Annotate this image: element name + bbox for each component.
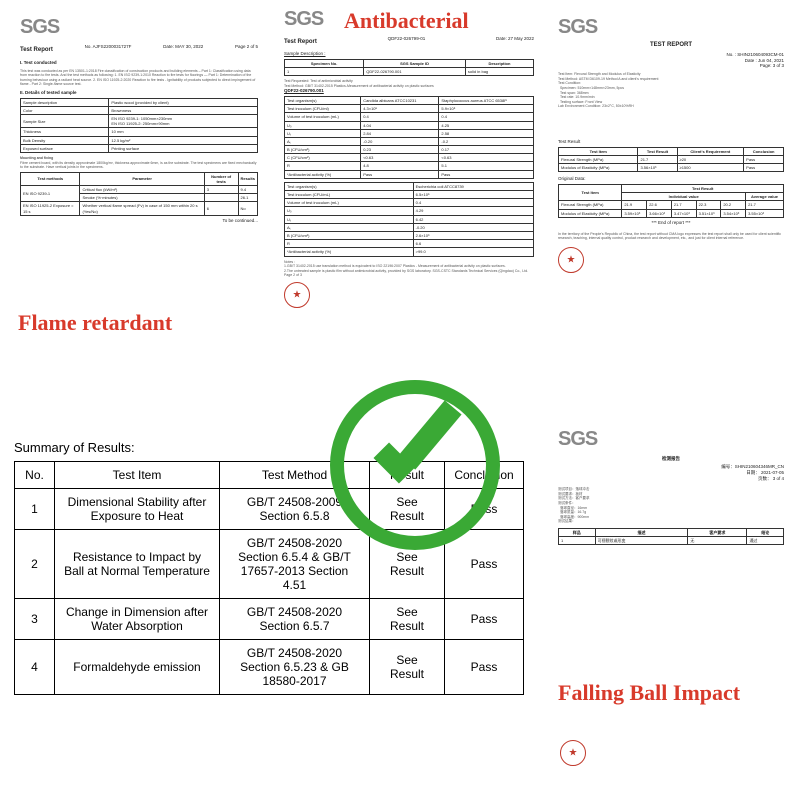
report-number: No. AJFS2200031727F [85, 44, 132, 57]
report-page: Page: 3 of 3 [558, 63, 784, 69]
report-falling-ball: SGS 检测报告 编号：SHIN210604346MR_CN 日期： 2021-… [552, 420, 790, 670]
sample-table: Sample descriptionPlastic wood (provided… [20, 98, 258, 153]
section-heading: II. Details of tested sample [20, 90, 258, 96]
stamp-icon [558, 247, 584, 273]
original-data-table: Test ItemTest Result Individual valueAve… [558, 184, 784, 218]
report-bending-strength: SGS TEST REPORT No. : SHIN210604093CM-01… [552, 8, 790, 368]
table-header: No. [15, 462, 55, 489]
sgs-logo: SGS [558, 14, 784, 40]
body-text: Test Item: Flexural Strength and Modulus… [558, 72, 784, 108]
table-row: 3 Change in Dimension after Water Absorp… [15, 599, 524, 640]
report-date: Date: 27 May 2022 [496, 36, 534, 49]
test-result-heading: Test Result [558, 139, 784, 145]
report-page: 页数： 3 of 4 [558, 476, 784, 482]
table-row: 4 Formaldehyde emission GB/T 24508-2020 … [15, 640, 524, 695]
section-heading: Sample Description : [284, 51, 534, 57]
notes-text: Notes :1.GB/T 31402-2015 use translation… [284, 260, 534, 278]
report-title: Test Report [20, 47, 53, 55]
antibac-table-2: Test organism(s)Escherichia coli ATCC873… [284, 182, 534, 257]
sample-id: QDF22-026790.001 [284, 88, 534, 94]
report-antibacterial: SGS Test Report QDF22-026799-01 Date: 27… [278, 30, 540, 400]
report-title: 检测报告 [558, 456, 784, 462]
continued-text: To be continued... [20, 218, 258, 224]
spec-table: Specimen No.SGS Sample IDDescription 1QD… [284, 59, 534, 76]
report-title: Test Report [284, 39, 317, 47]
section-heading: I. Test conducted [20, 60, 258, 66]
table-header: Test Item [55, 462, 220, 489]
stamp-icon [284, 282, 310, 308]
report-page: Page 2 of 5 [235, 44, 258, 57]
checkmark-icon [330, 380, 500, 550]
sgs-logo: SGS [20, 14, 258, 40]
end-of-report: *** End of report *** [558, 220, 784, 226]
antibac-table: Test organism(s)Candida albicans ATCC102… [284, 96, 534, 179]
label-falling-ball: Falling Ball Impact [558, 680, 740, 706]
report-title: TEST REPORT [558, 42, 784, 50]
bending-table: Test ItemTest ResultClient's Requirement… [558, 147, 784, 173]
label-flame-retardant: Flame retardant [18, 310, 172, 336]
body-text: This test was conducted as per EN 13501-… [20, 69, 258, 87]
report-date: Date: MAY 30, 2022 [163, 44, 203, 57]
sgs-logo: SGS [284, 6, 323, 32]
original-data-heading: Original Data: [558, 176, 784, 182]
stamp-icon [560, 740, 586, 766]
body-text: Mounting and fixingFibre cement board, w… [20, 156, 258, 170]
stamp-container [560, 740, 586, 771]
results-table: Test methodsParameterNumber of testsResu… [20, 172, 258, 216]
sgs-logo: SGS [558, 426, 784, 452]
body-text: Test Requested: Test of antimicrobial ac… [284, 79, 534, 88]
report-number: QDF22-026799-01 [388, 36, 426, 49]
report-flame-retardant: SGS Test Report No. AJFS2200031727F Date… [14, 8, 264, 298]
falling-ball-table: 样品描述客户要求结论 1可视裂纹或形变无通过 [558, 528, 784, 545]
body-text: 测试项目：落球冲击测试要求：板材测试方法：客户要求测试条件： 落球直径：16mm… [558, 487, 784, 523]
disclaimer-text: In the territory of the People's Republi… [558, 232, 784, 241]
